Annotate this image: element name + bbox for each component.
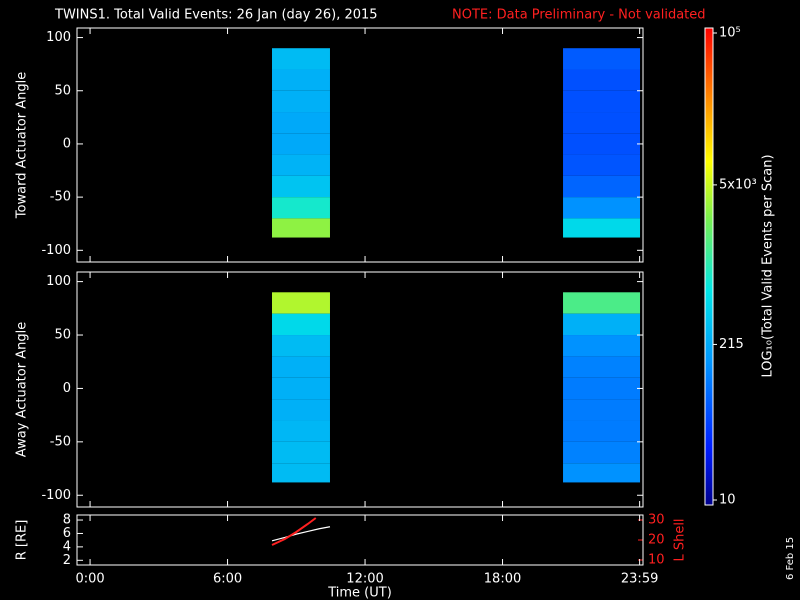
y2-tick-label: 30 bbox=[648, 513, 665, 528]
heatmap-cell bbox=[272, 218, 330, 238]
heatmap-cell bbox=[563, 377, 641, 400]
heatmap-cell bbox=[272, 154, 330, 176]
heatmap-cell bbox=[272, 420, 330, 442]
heatmap-cell bbox=[272, 441, 330, 464]
y-tick-label: 4 bbox=[63, 539, 71, 554]
note: NOTE: Data Preliminary - Not validated bbox=[452, 8, 706, 23]
heatmap-cell bbox=[272, 133, 330, 155]
y2-axis-label: L Shell bbox=[673, 518, 688, 561]
panel-frame bbox=[76, 514, 644, 566]
heatmap-cell bbox=[272, 175, 330, 198]
heatmap-cell bbox=[563, 313, 641, 336]
y-tick-label: 50 bbox=[54, 83, 71, 98]
x-tick-label: 6:00 bbox=[213, 572, 242, 587]
chart-title: TWINS1. Total Valid Events: 26 Jan (day … bbox=[54, 8, 378, 23]
y2-tick-label: 20 bbox=[648, 533, 665, 548]
y-tick-label: 2 bbox=[63, 553, 71, 568]
x-tick-label: 23:59 bbox=[621, 572, 658, 587]
line-series bbox=[271, 526, 331, 542]
heatmap-cell bbox=[563, 420, 641, 442]
heatmap-cell bbox=[272, 463, 330, 483]
y2-tick-label: 10 bbox=[648, 553, 665, 568]
heatmap-cell bbox=[272, 48, 330, 70]
y-axis-label: R [RE] bbox=[15, 520, 30, 561]
heatmap-cell bbox=[272, 335, 330, 357]
heatmap-cell bbox=[563, 356, 641, 378]
colorbar-tick-label: 10 bbox=[719, 493, 736, 508]
heatmap-cell bbox=[563, 463, 641, 483]
y-tick-label: 100 bbox=[46, 274, 71, 289]
y-tick-label: 0 bbox=[63, 136, 71, 151]
heatmap-cell bbox=[272, 377, 330, 400]
y-tick-label: 6 bbox=[63, 526, 71, 541]
panel-frame bbox=[76, 27, 644, 263]
y-tick-label: 8 bbox=[63, 513, 71, 528]
y-tick-label: 0 bbox=[63, 381, 71, 396]
heatmap-cell bbox=[563, 90, 641, 113]
colorbar bbox=[704, 27, 714, 506]
panel-frame bbox=[76, 271, 644, 508]
colorbar-tick-label: 215 bbox=[719, 337, 744, 352]
heatmap-cell bbox=[563, 154, 641, 176]
heatmap-cell bbox=[563, 218, 641, 238]
x-tick-label: 12:00 bbox=[346, 572, 383, 587]
line-series bbox=[271, 517, 317, 546]
heatmap-cell bbox=[563, 441, 641, 464]
y-tick-label: -100 bbox=[41, 243, 71, 258]
heatmap-cell bbox=[272, 313, 330, 336]
y-axis-label: Toward Actuator Angle bbox=[15, 72, 30, 219]
x-tick-label: 18:00 bbox=[484, 572, 521, 587]
date-stamp: 6 Feb 15 bbox=[785, 537, 796, 580]
heatmap-cell bbox=[272, 112, 330, 134]
y-tick-label: -100 bbox=[41, 488, 71, 503]
heatmap-cell bbox=[272, 399, 330, 421]
colorbar-tick-label: 5x10³ bbox=[719, 177, 757, 192]
colorbar-tick-label: 10⁵ bbox=[719, 26, 741, 41]
heatmap-cell bbox=[563, 175, 641, 198]
heatmap-cell bbox=[563, 399, 641, 421]
heatmap-cell bbox=[563, 48, 641, 70]
y-tick-label: 50 bbox=[54, 328, 71, 343]
y-tick-label: -50 bbox=[50, 190, 71, 205]
x-axis-label: Time (UT) bbox=[327, 586, 392, 600]
colorbar-label: LOG₁₀(Total Valid Events per Scan) bbox=[761, 154, 776, 377]
heatmap-cell bbox=[272, 90, 330, 113]
heatmap-cell bbox=[563, 133, 641, 155]
y-axis-label: Away Actuator Angle bbox=[15, 322, 30, 457]
heatmap-cell bbox=[563, 292, 641, 314]
y-tick-label: -50 bbox=[50, 434, 71, 449]
heatmap-cell bbox=[272, 292, 330, 314]
heatmap-cell bbox=[563, 112, 641, 134]
heatmap-cell bbox=[563, 335, 641, 357]
heatmap-cell bbox=[272, 69, 330, 91]
heatmap-cell bbox=[563, 69, 641, 91]
x-tick-label: 0:00 bbox=[75, 572, 104, 587]
heatmap-cell bbox=[563, 197, 641, 219]
heatmap-cell bbox=[272, 356, 330, 378]
heatmap-cell bbox=[272, 197, 330, 219]
y-tick-label: 100 bbox=[46, 30, 71, 45]
